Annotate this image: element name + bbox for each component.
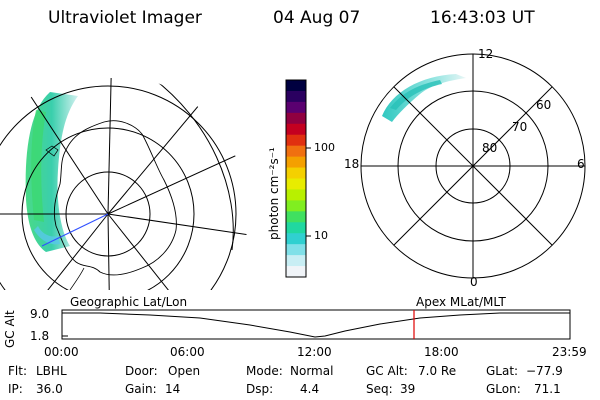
timeline-xtick-2: 12:00 (297, 345, 332, 359)
colorbar (285, 79, 311, 278)
glat-value: −77.9 (526, 364, 563, 378)
time-label: 16:43:03 UT (430, 8, 535, 28)
mlt-label-bottom: 0 (470, 275, 478, 289)
gcalt-value: 7.0 Re (418, 364, 457, 378)
flt-label: Flt: (8, 364, 27, 378)
colorbar-cell (286, 123, 306, 136)
date-label: 04 Aug 07 (273, 8, 361, 28)
colorbar-cell (286, 101, 306, 114)
glon-value: 71.1 (534, 382, 561, 396)
instrument-title: Ultraviolet Imager (48, 8, 202, 28)
timeline-xtick-4: 23:59 (552, 345, 587, 359)
gcalt-label: GC Alt: (366, 364, 408, 378)
mlat-label-60: 60 (536, 98, 552, 112)
colorbar-cell (286, 112, 306, 125)
coastline (53, 120, 177, 276)
colorbar-cell (286, 156, 306, 169)
geo-map-label: Geographic Lat/Lon (70, 295, 188, 309)
polar-aurora-band (382, 74, 466, 122)
colorbar-cell (286, 255, 306, 267)
seq-label: Seq: (366, 382, 393, 396)
ip-value: 36.0 (36, 382, 63, 396)
colorbar-cell (286, 167, 306, 179)
colorbar-tick-10: 10 (314, 229, 328, 242)
mlt-label-top: 12 (478, 47, 494, 61)
ip-label: IP: (8, 382, 23, 396)
timeline-ytick-bottom: 1.8 (30, 329, 50, 343)
polar-map (360, 53, 586, 279)
timeline-xtick-1: 06:00 (170, 345, 205, 359)
altitude-curve (62, 312, 570, 338)
mlat-label-70: 70 (512, 120, 528, 134)
timeline-xtick-0: 00:00 (44, 345, 79, 359)
mlt-label-right: 6 (577, 157, 585, 171)
door-value: Open (168, 364, 201, 378)
colorbar-cell (286, 80, 306, 92)
gain-value: 14 (165, 382, 181, 396)
timeline-plot (61, 309, 571, 340)
colorbar-cell (286, 211, 306, 223)
door-label: Door: (125, 364, 158, 378)
mode-value: Normal (290, 364, 334, 378)
timeline-xtick-3: 18:00 (424, 345, 459, 359)
gain-label: Gain: (125, 382, 157, 396)
colorbar-cell (286, 244, 306, 256)
colorbar-cell (286, 222, 306, 234)
mlt-label-left: 18 (344, 157, 360, 171)
polar-map-label: Apex MLat/MLT (416, 295, 506, 309)
colorbar-cell (286, 145, 306, 158)
colorbar-cell (286, 266, 306, 278)
colorbar-cell (286, 90, 306, 103)
colorbar-unit-label: photon cm⁻²s⁻¹ (267, 147, 281, 240)
flt-value: LBHL (36, 364, 67, 378)
glat-label: GLat: (486, 364, 519, 378)
dsp-label: Dsp: (246, 382, 274, 396)
mlat-label-80: 80 (482, 141, 498, 155)
timeline-axis-label: GC Alt (3, 310, 17, 348)
glon-label: GLon: (486, 382, 521, 396)
mode-label: Mode: (246, 364, 283, 378)
timeline-ytick-top: 9.0 (30, 307, 50, 321)
seq-value: 39 (400, 382, 416, 396)
geographic-map (0, 78, 248, 290)
colorbar-cell (286, 189, 306, 201)
colorbar-cell (286, 233, 306, 245)
dsp-value: 4.4 (300, 382, 320, 396)
colorbar-tick-100: 100 (314, 141, 335, 154)
colorbar-cell (286, 178, 306, 190)
colorbar-cell (286, 134, 306, 147)
colorbar-cell (286, 200, 306, 212)
